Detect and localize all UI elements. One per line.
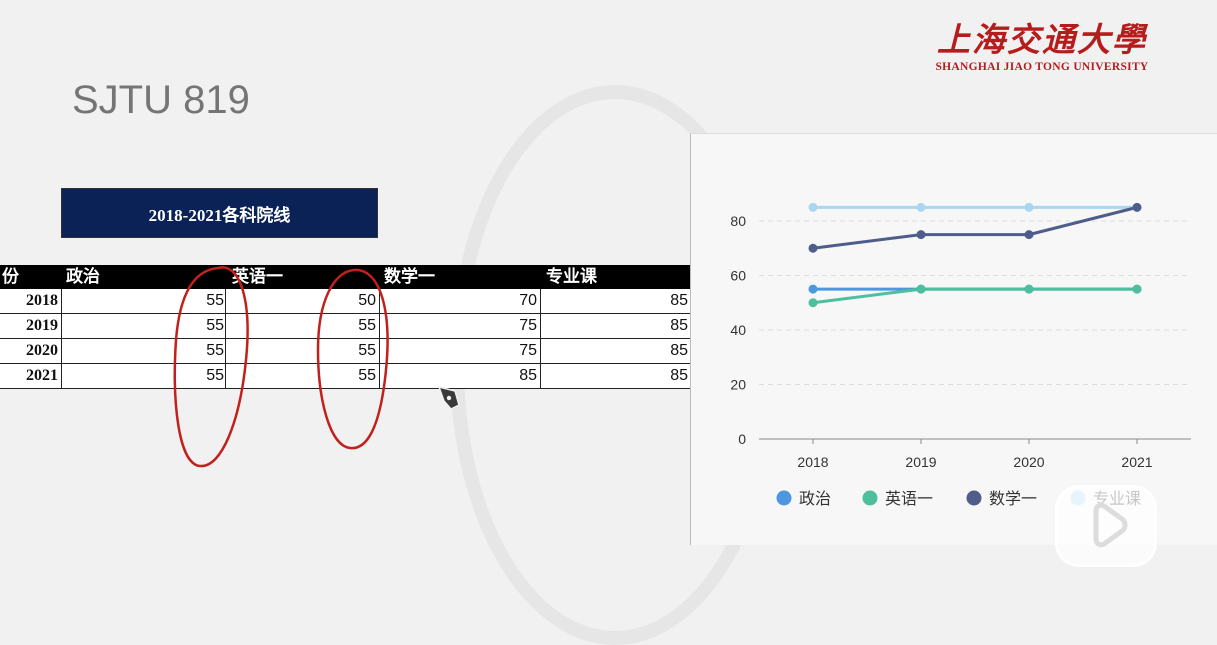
- x-tick-label: 2018: [797, 454, 828, 470]
- cell-major: 85: [670, 367, 688, 384]
- cell-major: 85: [670, 292, 688, 309]
- data-point: [808, 284, 818, 294]
- x-tick-label: 2019: [905, 454, 936, 470]
- data-point: [1024, 230, 1034, 240]
- header-year: 份: [2, 267, 19, 286]
- cell-math: 70: [519, 292, 537, 309]
- cell-politics: 55: [206, 367, 224, 384]
- line-chart: 0204060802018201920202021政治英语一数学一专业课: [730, 202, 1191, 508]
- cell-math: 75: [519, 342, 537, 359]
- logo-chinese-name: 上海交通大學: [937, 20, 1147, 59]
- table-column-divider: [379, 289, 380, 388]
- y-tick-label: 40: [730, 322, 746, 338]
- score-trend-chart-panel: 0204060802018201920202021政治英语一数学一专业课: [690, 133, 1217, 545]
- data-point: [808, 298, 818, 308]
- cell-math: 85: [519, 367, 537, 384]
- data-point: [1132, 284, 1142, 294]
- y-tick-label: 80: [730, 213, 746, 229]
- play-icon: [1093, 502, 1128, 548]
- data-point: [916, 230, 926, 240]
- table-row: 2020 55 55 75 85: [0, 339, 690, 364]
- slide-title: SJTU 819: [72, 78, 250, 122]
- data-point: [916, 284, 926, 294]
- y-tick-label: 20: [730, 377, 746, 393]
- cell-english: 55: [358, 342, 376, 359]
- cell-major: 85: [670, 317, 688, 334]
- score-table: 份 政治 英语一 数学一 专业课 2018 55 50 70 85 2019 5…: [0, 265, 690, 389]
- cell-politics: 55: [206, 317, 224, 334]
- data-point: [808, 202, 818, 212]
- data-point: [1024, 202, 1034, 212]
- cell-year: 2020: [26, 342, 58, 359]
- data-point: [1024, 284, 1034, 294]
- table-column-divider: [225, 289, 226, 388]
- cell-major: 85: [670, 342, 688, 359]
- cell-english: 50: [358, 292, 376, 309]
- data-point: [1132, 202, 1142, 212]
- data-point: [808, 243, 818, 253]
- cell-year: 2019: [26, 317, 58, 334]
- y-tick-label: 60: [730, 268, 746, 284]
- table-row: 2021 55 55 85 85: [0, 364, 690, 389]
- header-major: 专业课: [546, 267, 597, 286]
- table-header-row: 份 政治 英语一 数学一 专业课: [0, 265, 690, 289]
- cell-politics: 55: [206, 342, 224, 359]
- legend-label: 数学一: [989, 489, 1037, 508]
- x-tick-label: 2021: [1121, 454, 1152, 470]
- y-tick-label: 0: [738, 431, 746, 447]
- legend-label: 英语一: [885, 489, 933, 508]
- x-tick-label: 2020: [1013, 454, 1044, 470]
- table-column-divider: [61, 289, 62, 388]
- logo-english-name: SHANGHAI JIAO TONG UNIVERSITY: [935, 61, 1149, 73]
- data-point: [916, 202, 926, 212]
- cell-english: 55: [358, 367, 376, 384]
- header-english: 英语一: [232, 267, 283, 286]
- legend-marker: [862, 490, 878, 506]
- cell-year: 2018: [26, 292, 58, 309]
- legend-marker: [776, 490, 792, 506]
- legend-label: 政治: [799, 489, 831, 508]
- video-play-button[interactable]: [1055, 485, 1157, 567]
- cell-year: 2021: [26, 367, 58, 384]
- table-caption: 2018-2021各科院线: [61, 188, 378, 238]
- cell-math: 75: [519, 317, 537, 334]
- header-politics: 政治: [66, 267, 100, 286]
- table-row: 2018 55 50 70 85: [0, 289, 690, 314]
- pen-cursor-icon: [437, 385, 460, 410]
- series-line: [812, 287, 1137, 305]
- header-math: 数学一: [384, 267, 435, 286]
- university-logo: 上海交通大學 SHANGHAI JIAO TONG UNIVERSITY: [924, 20, 1160, 74]
- cell-english: 55: [358, 317, 376, 334]
- table-row: 2019 55 55 75 85: [0, 314, 690, 339]
- series-line: [812, 205, 1138, 250]
- legend-marker: [966, 490, 982, 506]
- cell-politics: 55: [206, 292, 224, 309]
- table-column-divider: [540, 289, 541, 388]
